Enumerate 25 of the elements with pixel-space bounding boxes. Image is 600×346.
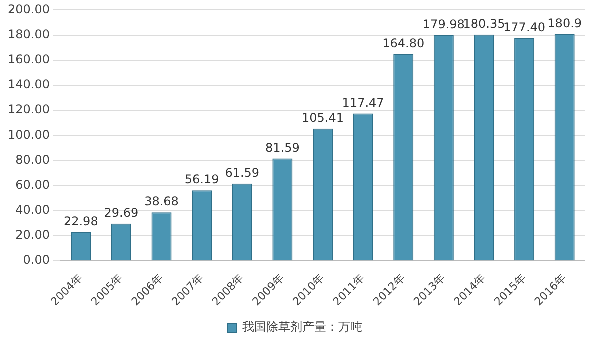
legend-label: 我国除草剂产量：万吨 — [242, 320, 362, 334]
data-label: 81.59 — [266, 140, 300, 155]
data-label: 164.80 — [382, 36, 425, 50]
y-tick-label: 0.00 — [23, 253, 50, 268]
y-tick-label: 100.00 — [8, 128, 50, 142]
y-tick-label: 180.00 — [8, 27, 50, 42]
data-label: 105.41 — [302, 110, 344, 125]
data-label: 117.47 — [342, 96, 384, 110]
y-tick-label: 60.00 — [16, 178, 50, 192]
data-label: 180.9 — [548, 16, 582, 30]
y-tick-label: 200.00 — [8, 2, 50, 16]
data-label: 22.98 — [64, 214, 98, 228]
data-label: 61.59 — [225, 166, 260, 180]
data-label: 177.40 — [504, 20, 546, 35]
data-label: 180.35 — [463, 16, 506, 31]
data-label: 179.98 — [422, 17, 465, 32]
data-label: 29.69 — [104, 206, 139, 220]
y-tick-label: 160.00 — [8, 52, 50, 67]
y-tick-label: 140.00 — [8, 78, 50, 92]
y-tick-label: 20.00 — [16, 228, 50, 242]
data-label: 56.19 — [184, 172, 220, 187]
y-tick-label: 40.00 — [16, 203, 50, 218]
data-label: 38.68 — [144, 194, 179, 209]
y-tick-label: 120.00 — [8, 102, 50, 117]
y-tick-label: 80.00 — [16, 152, 50, 167]
